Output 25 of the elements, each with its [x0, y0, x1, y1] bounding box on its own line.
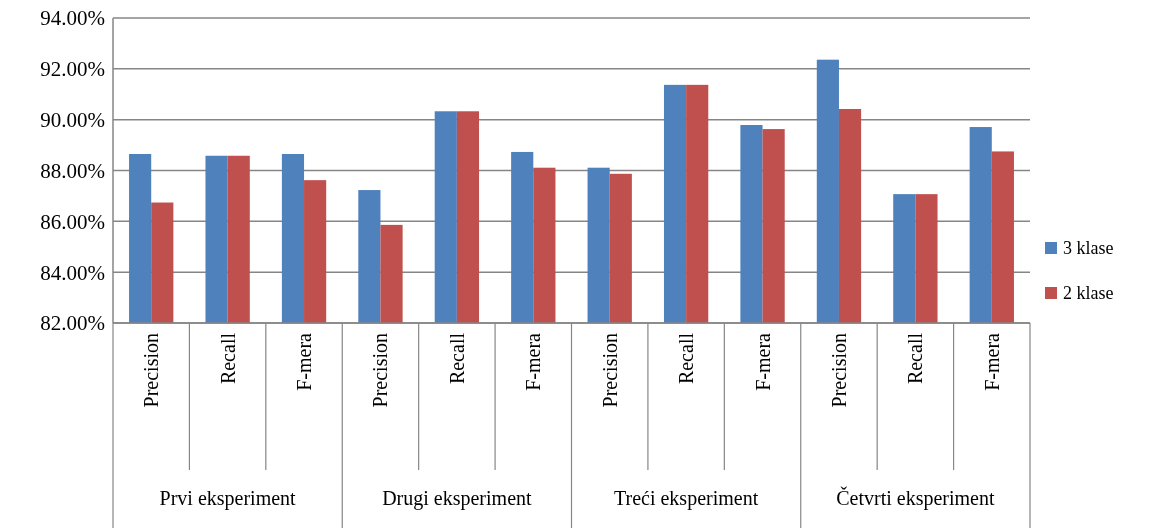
x-tick-label: Precision — [827, 333, 850, 408]
x-tick-label: Recall — [445, 332, 468, 385]
x-tick-label: Recall — [904, 332, 927, 385]
y-tick-label: 90.00% — [40, 108, 105, 133]
y-tick-label: 82.00% — [40, 311, 105, 336]
x-tick-label: F-mera — [522, 332, 545, 391]
x-tick-label: Recall — [675, 332, 698, 385]
x-tick-label: Precision — [369, 333, 392, 408]
y-tick-label: 92.00% — [40, 57, 105, 82]
x-tick-label: F-mera — [293, 332, 316, 391]
text: Prvi eksperiment — [159, 487, 297, 510]
y-tick-label: 94.00% — [40, 6, 105, 31]
x-tick-label: Recall — [216, 332, 239, 385]
legend-label: 2 klase — [1063, 283, 1114, 304]
x-tick-label: Precision — [140, 333, 163, 408]
y-tick-label: 88.00% — [40, 158, 105, 183]
x-tick-label: F-mera — [980, 332, 1003, 391]
x-tick-label: F-mera — [751, 332, 774, 391]
y-tick-label: 86.00% — [40, 209, 105, 234]
text: Drugi eksperiment — [382, 487, 533, 510]
text: Treći eksperiment — [614, 487, 759, 510]
y-tick-label: 84.00% — [40, 260, 105, 285]
legend-label: 3 klase — [1063, 238, 1114, 259]
text: Četvrti eksperiment — [836, 486, 995, 510]
x-tick-label: Precision — [598, 333, 621, 408]
